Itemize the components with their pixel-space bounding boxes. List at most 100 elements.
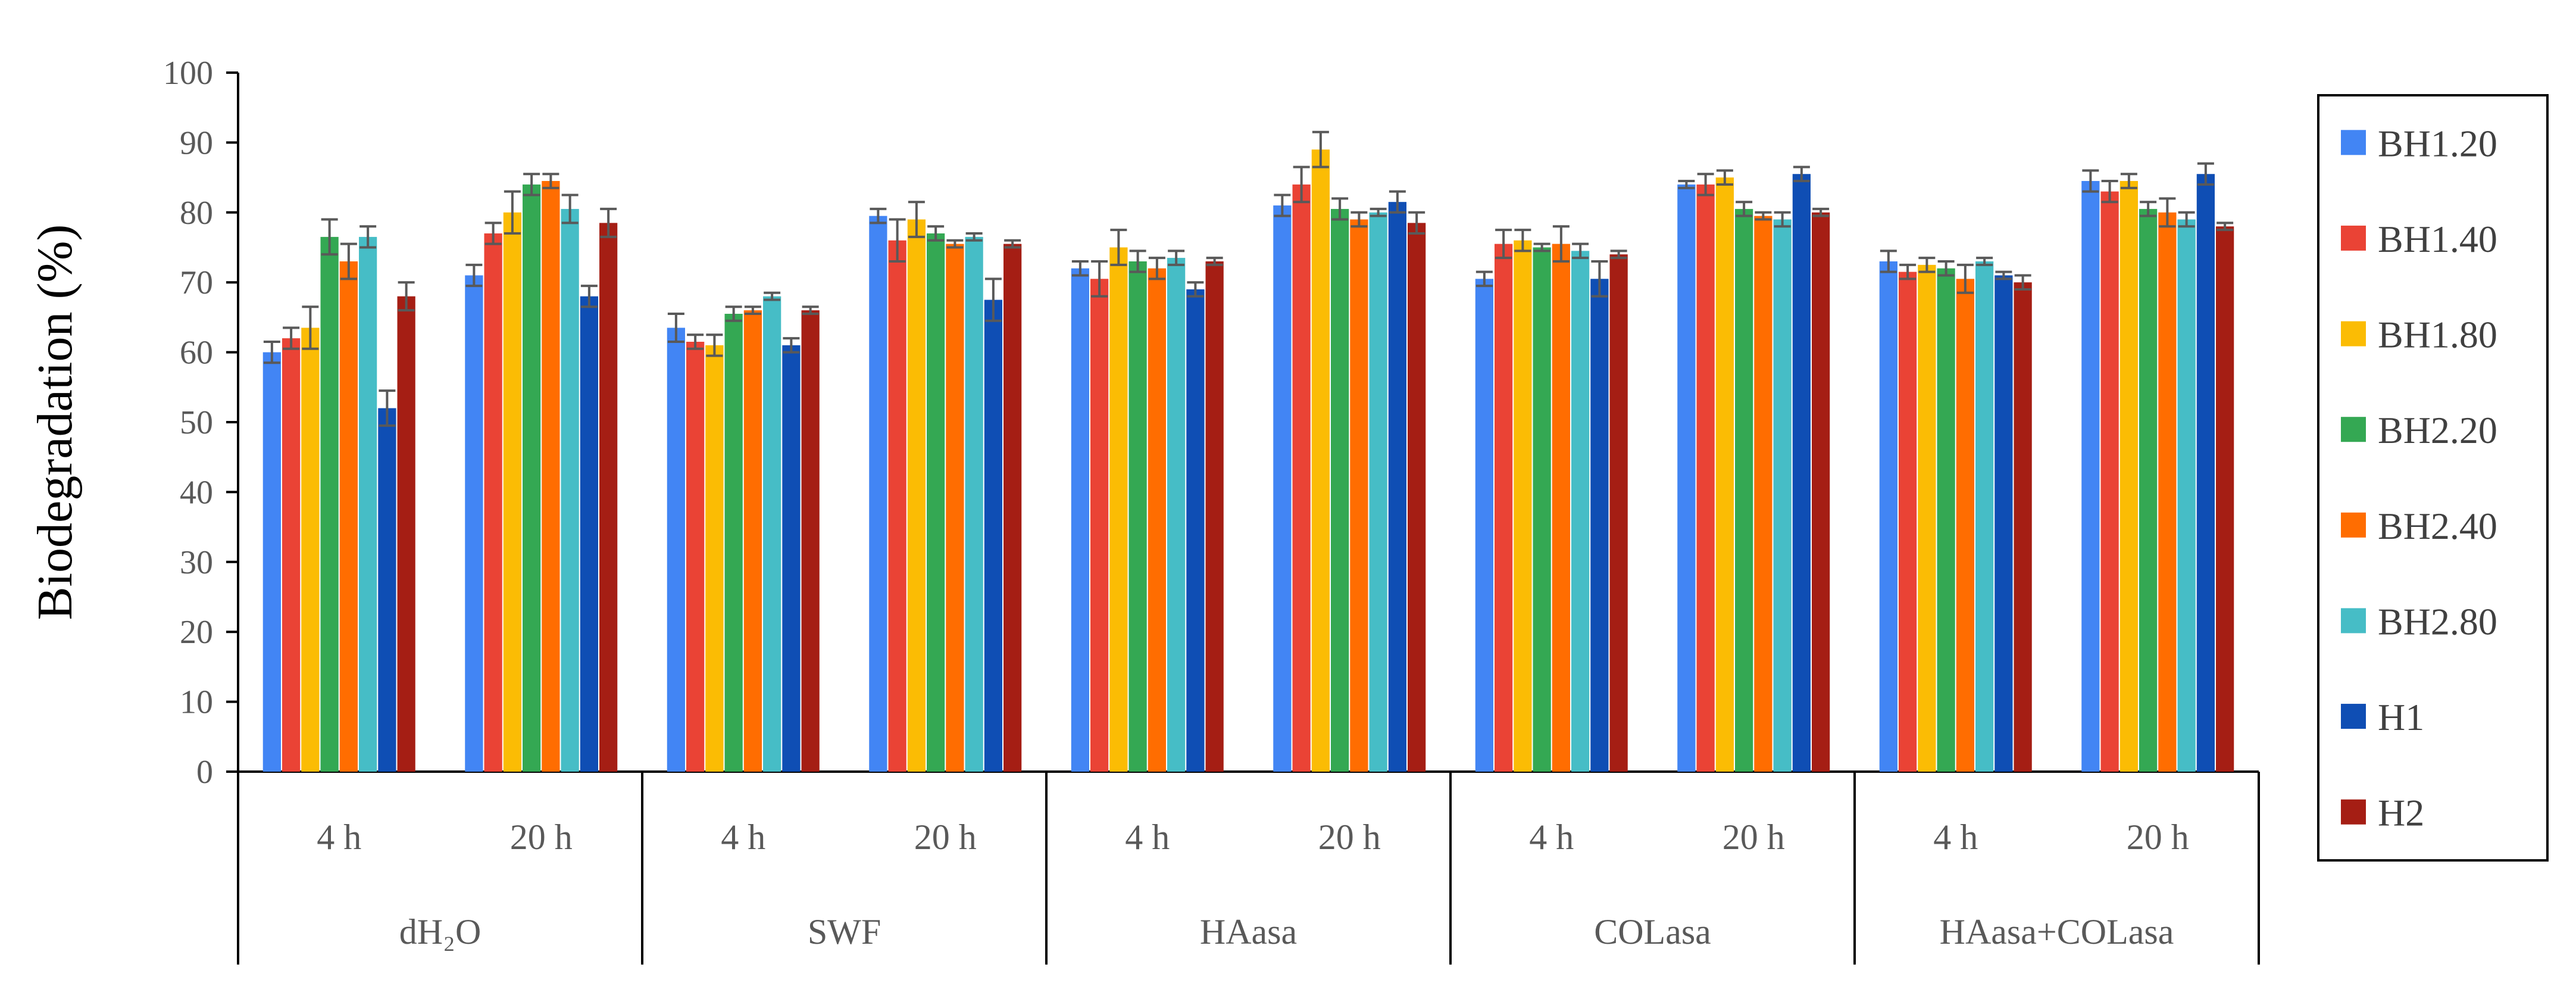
bar-bh1-80 (2119, 180, 2138, 772)
bar-h2 (2014, 282, 2032, 772)
x-subcategory-label: 20 h (1722, 817, 1785, 857)
x-subcategory-label: 20 h (914, 817, 977, 857)
bar-bh1-80 (301, 327, 320, 772)
bar-bh2-80 (1571, 251, 1590, 772)
bar-h1 (580, 296, 599, 772)
y-tick-label: 80 (180, 195, 213, 232)
bar-h1 (782, 345, 801, 772)
x-subcategory-label: 4 h (317, 817, 361, 857)
bar-h2 (1812, 212, 1830, 772)
legend-label: H2 (2378, 792, 2424, 834)
legend-swatch (2341, 608, 2366, 634)
bar-bh2-40 (339, 261, 358, 772)
y-tick-label: 40 (180, 474, 213, 511)
bar-bh1-40 (282, 338, 301, 772)
bars-layer (262, 149, 2234, 772)
bar-bh1-20 (1475, 279, 1493, 772)
bar-bh2-80 (2177, 219, 2196, 772)
bar-h1 (1590, 279, 1609, 772)
y-tick-label: 70 (180, 264, 213, 301)
bar-bh2-20 (1937, 268, 1955, 772)
bar-bh2-20 (320, 236, 339, 772)
bar-bh2-40 (743, 310, 762, 772)
legend-swatch (2341, 799, 2366, 825)
bar-bh1-40 (484, 233, 502, 772)
x-subcategory-label: 20 h (510, 817, 573, 857)
bar-bh2-40 (542, 180, 560, 772)
bar-h2 (801, 310, 820, 772)
bar-h2 (1609, 254, 1628, 772)
bar-bh1-20 (1273, 205, 1292, 772)
legend-swatch (2341, 512, 2366, 538)
legend-label: H1 (2378, 696, 2424, 738)
bar-h1 (378, 408, 396, 772)
bar-bh1-40 (1494, 244, 1513, 772)
x-group-label: HAasa+COLasa (1940, 912, 2174, 951)
bar-bh2-40 (1956, 279, 1975, 772)
bar-bh1-40 (2100, 191, 2119, 772)
bar-h2 (1205, 261, 1224, 772)
bar-bh1-80 (907, 219, 926, 772)
bar-bh1-20 (1677, 184, 1696, 772)
x-subcategory-label: 4 h (1933, 817, 1978, 857)
legend-label: BH2.80 (2378, 600, 2497, 642)
bar-bh1-20 (1879, 261, 1897, 772)
bar-bh1-80 (1514, 240, 1532, 772)
x-subcategory-label: 20 h (1318, 817, 1381, 857)
bar-bh1-20 (465, 275, 483, 772)
bar-bh2-20 (1734, 208, 1753, 772)
x-group-label: HAasa (1200, 912, 1297, 951)
x-subcategory-label: 4 h (1125, 817, 1170, 857)
bar-h2 (1003, 244, 1022, 772)
bar-bh2-80 (359, 236, 377, 772)
bar-h2 (599, 223, 618, 772)
y-tick-label: 60 (180, 335, 213, 372)
bar-h1 (1994, 275, 2013, 772)
bar-bh2-80 (1975, 261, 1994, 772)
bar-h2 (1408, 223, 1426, 772)
bar-bh1-20 (667, 327, 685, 772)
bar-bh1-40 (1292, 184, 1311, 772)
y-tick-label: 100 (163, 55, 213, 92)
legend-swatch (2341, 130, 2366, 155)
bar-bh1-40 (1696, 184, 1715, 772)
bar-bh2-80 (763, 296, 781, 772)
x-group-label: COLasa (1594, 912, 1711, 951)
legend-label: BH2.20 (2378, 409, 2497, 451)
bar-bh1-20 (262, 352, 281, 772)
y-tick-label: 0 (196, 754, 213, 791)
error-bars-layer (263, 130, 2234, 427)
legend-swatch (2341, 704, 2366, 729)
legend-label: BH1.40 (2378, 218, 2497, 260)
bar-bh1-80 (1918, 264, 1936, 772)
legend: BH1.20 BH1.40 BH1.80 BH2.20 BH2.40 BH2.80 H1 H2 (2317, 94, 2549, 862)
bar-bh2-80 (561, 208, 579, 772)
bar-bh1-40 (686, 341, 705, 772)
legend-label: BH2.40 (2378, 505, 2497, 547)
legend-swatch (2341, 417, 2366, 442)
x-subcategory-label: 4 h (721, 817, 765, 857)
legend-swatch (2341, 321, 2366, 347)
y-tick-label: 20 (180, 614, 213, 651)
bar-bh2-20 (522, 184, 541, 772)
bar-bh1-40 (1090, 279, 1109, 772)
bar-bh2-40 (946, 244, 964, 772)
legend-box (2317, 94, 2549, 862)
labels-layer: 0 10 20 30 40 50 60 70 80 90 100 4 h 20 h dH₂O 4 h 20 h… (27, 55, 2189, 951)
legend-label: BH1.80 (2378, 314, 2497, 356)
bar-bh1-40 (1898, 272, 1917, 772)
bar-bh1-20 (1071, 268, 1089, 772)
bar-bh1-40 (888, 240, 906, 772)
y-tick-label: 50 (180, 404, 213, 441)
y-tick-label: 90 (180, 124, 213, 161)
y-tick-label: 10 (180, 684, 213, 721)
bar-bh2-40 (1148, 268, 1167, 772)
bar-bh1-80 (503, 212, 521, 772)
bar-bh2-40 (1754, 216, 1772, 772)
bar-bh1-80 (1715, 177, 1734, 772)
bar-bh2-80 (1167, 258, 1186, 772)
bar-bh1-80 (705, 345, 724, 772)
bar-bh2-80 (1369, 212, 1387, 772)
bar-bh2-40 (1350, 219, 1368, 772)
x-subcategory-label: 4 h (1529, 817, 1574, 857)
